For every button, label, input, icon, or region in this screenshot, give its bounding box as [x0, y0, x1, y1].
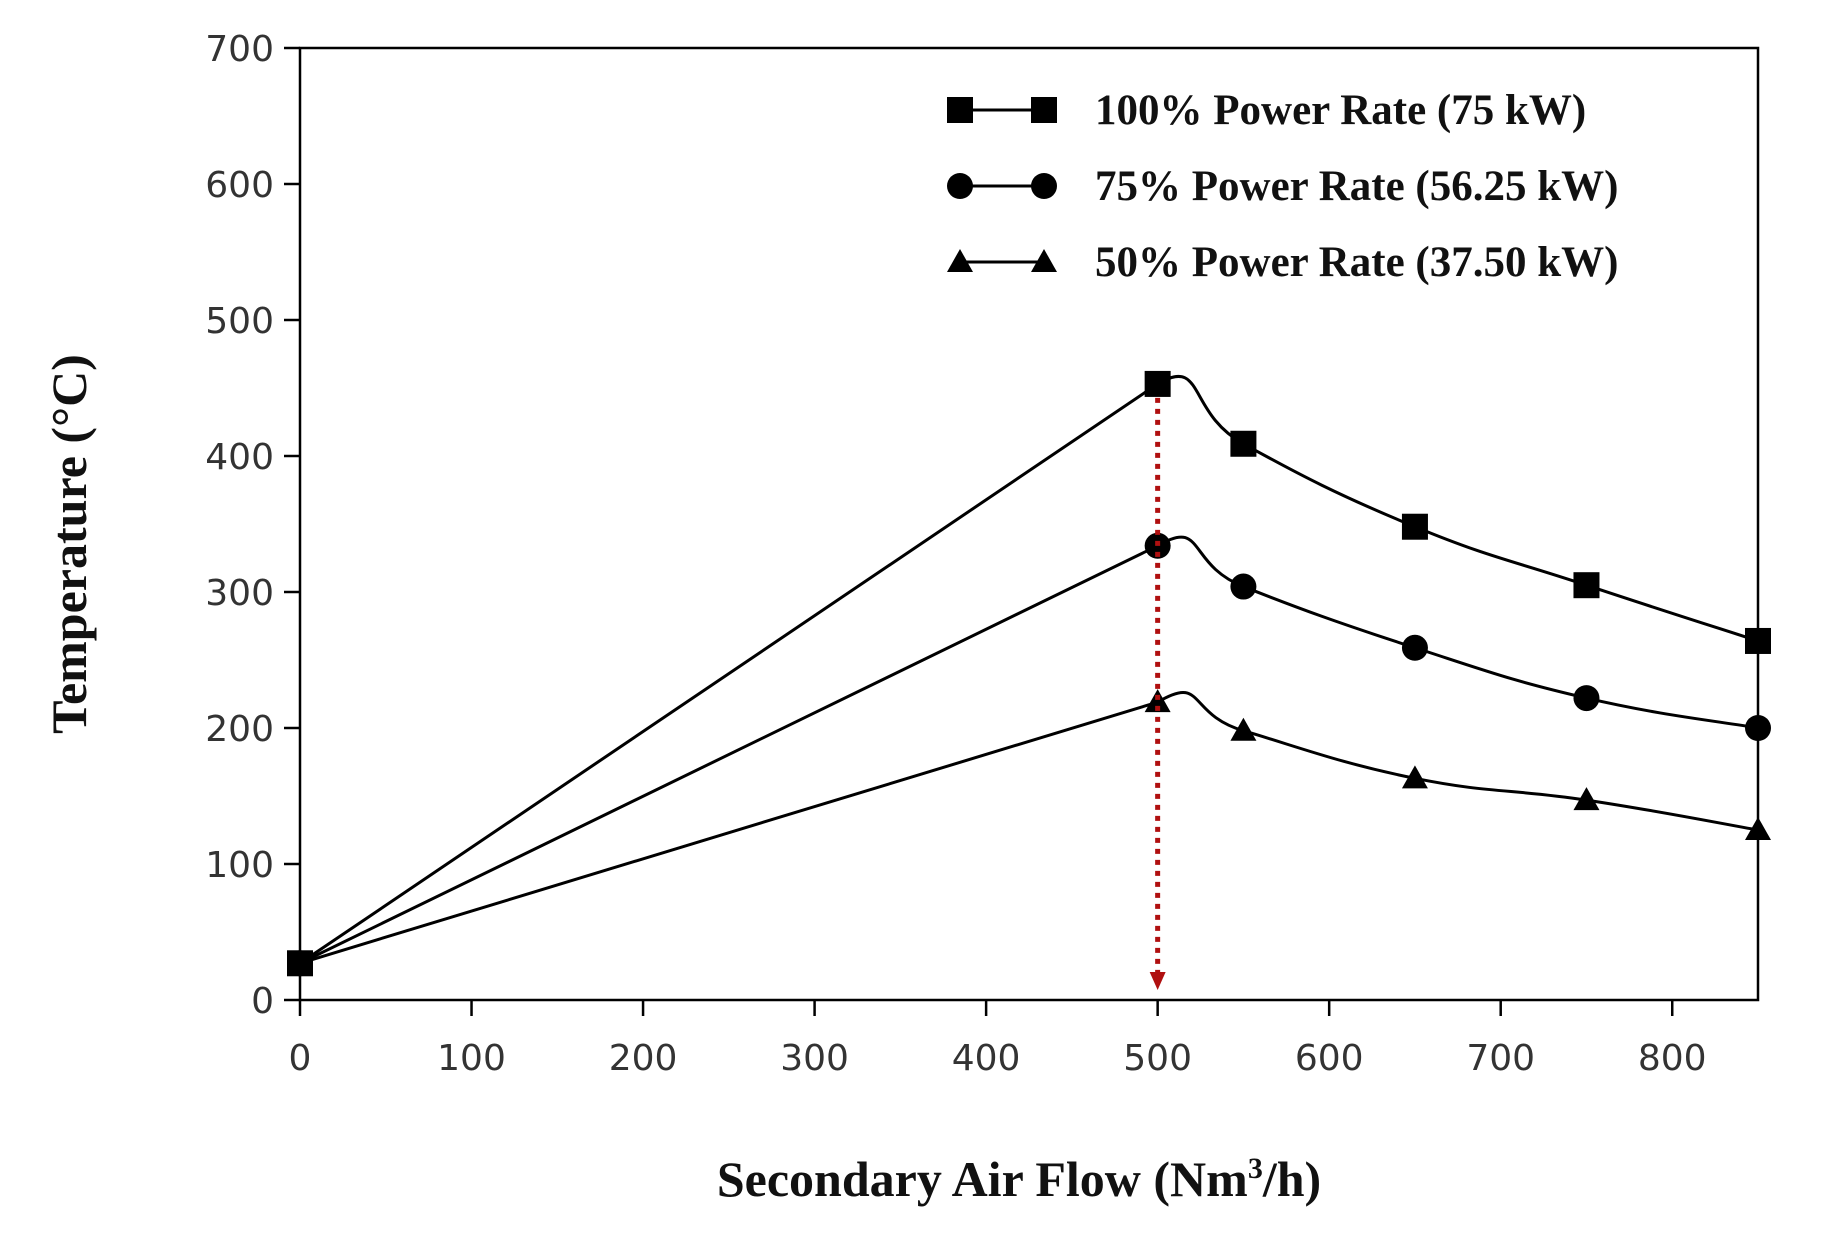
data-point-circle	[1401, 634, 1428, 661]
plot-border	[298, 46, 1760, 1002]
series-line	[299, 535, 1759, 965]
series-line	[299, 690, 1759, 965]
legend: 100% Power Rate (75 kW) 75% Power Rate (5…	[947, 87, 1618, 286]
x-tick-label: 800	[1638, 1038, 1707, 1079]
y-tick-label: 600	[205, 165, 274, 206]
series-line	[299, 374, 1759, 965]
data-point-square	[1745, 627, 1771, 654]
x-axis: 0 100 200 300 400 500 600 700 800	[289, 1000, 1707, 1079]
y-tick-label: 700	[205, 29, 274, 70]
x-axis-title-main: Secondary Air Flow (Nm	[717, 1151, 1248, 1207]
x-tick-label: 300	[780, 1038, 849, 1079]
data-point-circle	[1573, 685, 1600, 712]
y-tick-label: 400	[205, 437, 274, 478]
y-tick-label: 300	[205, 573, 274, 614]
y-tick-label: 200	[205, 709, 274, 750]
series-100	[287, 370, 1771, 977]
legend-item-75: 75% Power Rate (56.25 kW)	[947, 163, 1618, 210]
series-75	[287, 532, 1771, 977]
legend-marker-right	[1031, 97, 1057, 123]
data-point-triangle	[1144, 689, 1171, 713]
data-point-square	[1230, 430, 1257, 457]
data-point-square	[1144, 370, 1171, 397]
legend-label: 75% Power Rate (56.25 kW)	[1095, 163, 1618, 210]
data-point-triangle	[1230, 717, 1257, 741]
data-point-triangle	[1401, 765, 1428, 789]
annotation-arrowhead	[1149, 972, 1166, 990]
y-tick-label: 0	[251, 981, 274, 1022]
x-axis-title-superscript: 3	[1248, 1152, 1263, 1185]
data-point-triangle	[1573, 787, 1600, 811]
x-tick-label: 0	[289, 1038, 312, 1079]
data-point-square	[1573, 572, 1600, 599]
legend-item-100: 100% Power Rate (75 kW)	[947, 87, 1586, 134]
x-axis-title: Secondary Air Flow (Nm3/h)	[717, 1151, 1321, 1207]
legend-label: 100% Power Rate (75 kW)	[1095, 87, 1586, 134]
series-50	[287, 689, 1771, 974]
legend-marker-left	[947, 249, 973, 272]
x-tick-label: 500	[1123, 1038, 1192, 1079]
legend-marker-right	[1031, 249, 1057, 272]
data-point-triangle	[1745, 817, 1771, 840]
data-point-square	[1401, 513, 1428, 540]
annotation-layer	[1149, 397, 1166, 990]
y-axis-title: Temperature (°C)	[41, 354, 97, 734]
data-point-circle	[1745, 715, 1771, 741]
legend-label: 50% Power Rate (37.50 kW)	[1095, 239, 1618, 286]
legend-item-50: 50% Power Rate (37.50 kW)	[947, 239, 1618, 286]
y-axis: 0 100 200 300 400 500 600 700	[205, 29, 300, 1022]
x-tick-label: 600	[1295, 1038, 1364, 1079]
series-layer	[287, 370, 1771, 977]
plot-frame	[298, 46, 1760, 1002]
x-tick-label: 100	[437, 1038, 506, 1079]
x-tick-label: 700	[1466, 1038, 1535, 1079]
legend-marker-right	[1031, 173, 1057, 199]
y-tick-label: 100	[205, 845, 274, 886]
x-tick-label: 400	[952, 1038, 1021, 1079]
x-tick-label: 200	[609, 1038, 678, 1079]
legend-marker-left	[947, 97, 973, 123]
y-tick-label: 500	[205, 301, 274, 342]
data-point-circle	[1230, 573, 1257, 600]
data-point-triangle	[287, 950, 313, 974]
x-axis-title-end: /h)	[1262, 1151, 1321, 1207]
legend-marker-left	[947, 173, 973, 199]
